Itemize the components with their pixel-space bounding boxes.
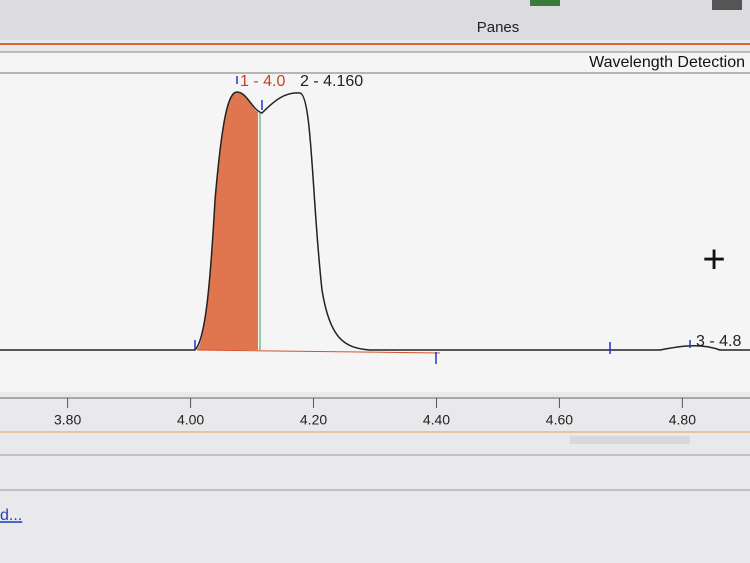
toolbar-icon[interactable] [530,0,560,6]
peak-fill [197,92,258,350]
peak-label: 2 - 4.160 [300,73,363,90]
x-tick-label: 4.20 [300,412,327,428]
toolbar-icon[interactable] [712,0,742,10]
baseline-fit [196,349,441,354]
cursor: + [702,238,725,282]
plot-area [0,52,750,392]
peak-label: 3 - 4.8 [696,333,741,350]
x-tick-label: 4.60 [546,412,573,428]
x-tick-label: 4.40 [423,412,450,428]
peak-label: 1 - 4.0 [240,73,285,90]
link[interactable]: d... [0,507,22,524]
x-tick-label: 3.80 [54,412,81,428]
x-tick-label: 4.00 [177,412,204,428]
trace [0,91,750,351]
pane-title: Wavelength Detection [589,54,745,71]
x-tick-label: 4.80 [669,412,696,428]
panes-label[interactable]: Panes [477,19,520,36]
toolbar [0,0,750,40]
peak-markers [194,76,691,364]
scrollbar[interactable] [570,436,690,444]
